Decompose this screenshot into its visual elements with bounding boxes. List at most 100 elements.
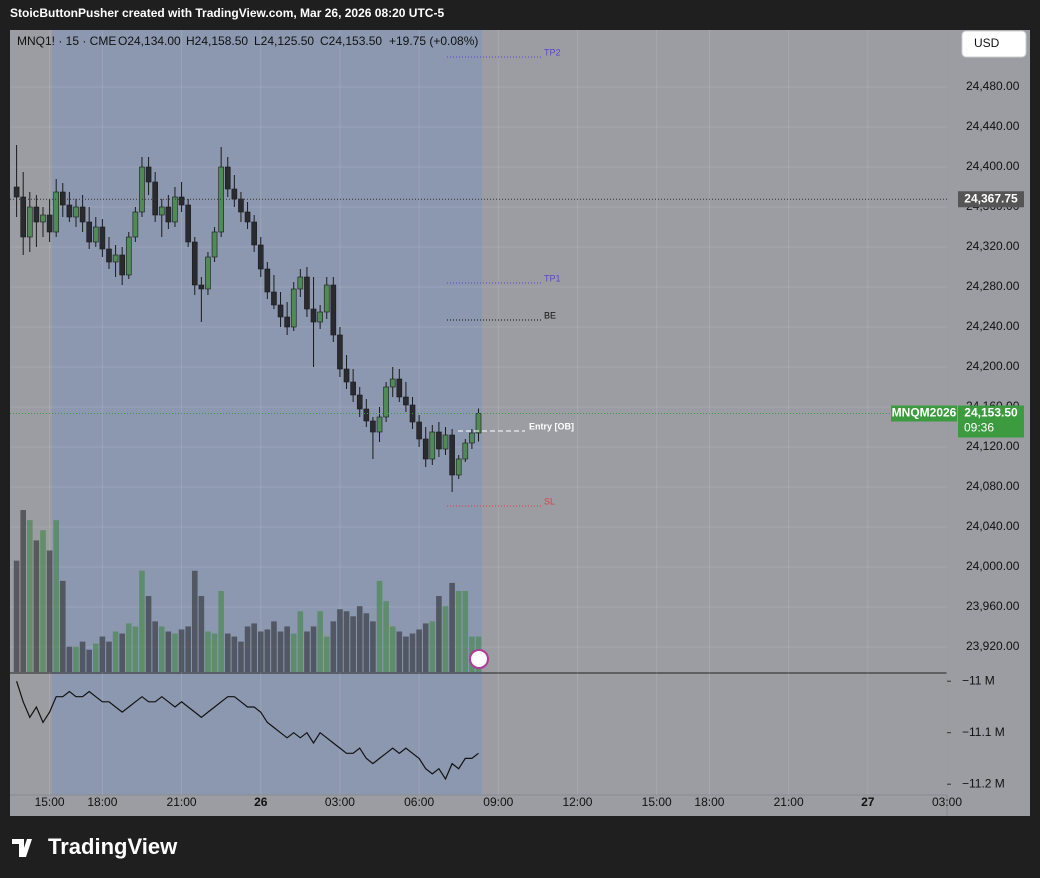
volume-bar [40, 530, 46, 672]
candle-body [251, 221, 257, 246]
volume-bar [231, 636, 238, 672]
candle-body [106, 248, 112, 263]
y-tick-label: 24,480.00 [966, 79, 1020, 93]
volume-bar [185, 626, 191, 672]
header: StoicButtonPusher created with TradingVi… [10, 6, 444, 20]
volume-bar [409, 633, 416, 672]
currency[interactable]: USD [974, 36, 1000, 50]
volume-bar [73, 646, 79, 672]
y-tick-label: 24,280.00 [966, 279, 1020, 293]
x-tick-label: 03:00 [325, 795, 355, 809]
legend-open: O24,134.00 [118, 34, 181, 48]
indicator-tick-label: −11.2 M [962, 776, 1005, 790]
candle-body [304, 276, 310, 310]
volume-bar [403, 636, 409, 672]
candle-body [158, 206, 165, 216]
volume-bar [356, 606, 363, 672]
volume-bar [442, 606, 449, 672]
candle-body [231, 188, 238, 200]
candle-body [277, 304, 284, 318]
candle-body [449, 434, 455, 476]
candle-body [224, 166, 231, 190]
volume-bar [119, 633, 125, 672]
volume-bar [290, 633, 297, 672]
candle-body [389, 378, 396, 388]
y-tick-label: 23,960.00 [966, 599, 1020, 613]
footer-logo: TradingView [48, 834, 178, 859]
candle-body [297, 276, 304, 290]
volume-bar [139, 570, 145, 672]
volume-bar [284, 626, 290, 672]
x-tick-label: 15:00 [35, 795, 65, 809]
candle-body [205, 256, 211, 290]
candle-body [73, 206, 79, 218]
volume-bar [33, 540, 40, 672]
volume-bar [198, 596, 205, 672]
volume-bar [224, 633, 231, 672]
candle-body [218, 166, 224, 233]
candle-body [356, 394, 363, 410]
candle-body [26, 206, 33, 238]
indicator-tick-label: −11 M [962, 673, 995, 687]
volume-bar [304, 631, 310, 672]
candle-body [165, 206, 172, 223]
volume-bar [350, 616, 356, 672]
x-tick-label: 27 [861, 795, 875, 809]
volume-bar [277, 631, 284, 672]
marked-badge-label: 24,367.75 [964, 191, 1018, 205]
volume-bar [20, 510, 26, 672]
candle-body [323, 284, 330, 313]
y-tick-label: 24,440.00 [966, 119, 1020, 133]
volume-bar [429, 621, 436, 672]
volume-bar [178, 629, 185, 672]
volume-bar [449, 582, 455, 672]
candle-body [317, 311, 323, 323]
candle-body [119, 254, 125, 276]
candle-body [363, 408, 370, 422]
candle-body [125, 236, 132, 276]
volume-bar [218, 591, 224, 672]
countdown: 09:36 [964, 421, 994, 435]
volume-bar [422, 623, 429, 672]
volume-bar [389, 626, 396, 672]
symbol-badge [891, 405, 957, 422]
volume-bar [257, 631, 264, 672]
legend-high: H24,158.50 [186, 34, 248, 48]
volume-bar [383, 601, 389, 672]
volume-bar [158, 626, 165, 672]
legend: MNQ1! · 15 · CME O24,134.00 H24,158.50 L… [17, 34, 478, 48]
volume-bar [132, 626, 139, 672]
currency-button[interactable] [961, 30, 1027, 58]
news-icon[interactable] [469, 649, 489, 669]
legend-change: +19.75 (+0.08%) [389, 34, 478, 48]
volume-bar [26, 520, 33, 672]
symbol-badge-label: MNQM2026 [892, 406, 957, 420]
legend-symbol: MNQ1! · 15 · CME [17, 34, 116, 48]
level-label: Entry [OB] [529, 421, 574, 431]
candle-body [350, 381, 356, 396]
y-tick-label: 24,320.00 [966, 239, 1020, 253]
price-badge [958, 405, 1024, 438]
volume-bar [53, 520, 59, 672]
volume-bar [297, 611, 304, 672]
candle-body [13, 186, 20, 198]
candle-body [416, 421, 422, 440]
candle-body [396, 378, 403, 398]
y-tick-label: 24,120.00 [966, 439, 1020, 453]
candle-body [178, 196, 185, 206]
candle-body [257, 244, 264, 270]
level-label: TP2 [544, 47, 561, 57]
volume-bar [92, 643, 99, 672]
volume-bar [251, 623, 257, 672]
indicator-tick-label: −11.1 M [962, 725, 1005, 739]
candle-body [92, 226, 99, 243]
x-tick-label: 12:00 [562, 795, 592, 809]
logo-icon [12, 839, 32, 857]
volume-bar [436, 596, 442, 672]
candle-body [429, 431, 436, 460]
candle-body [139, 166, 145, 213]
x-tick-label: 18:00 [87, 795, 117, 809]
candle-body [330, 284, 337, 336]
candle-body [86, 221, 92, 243]
